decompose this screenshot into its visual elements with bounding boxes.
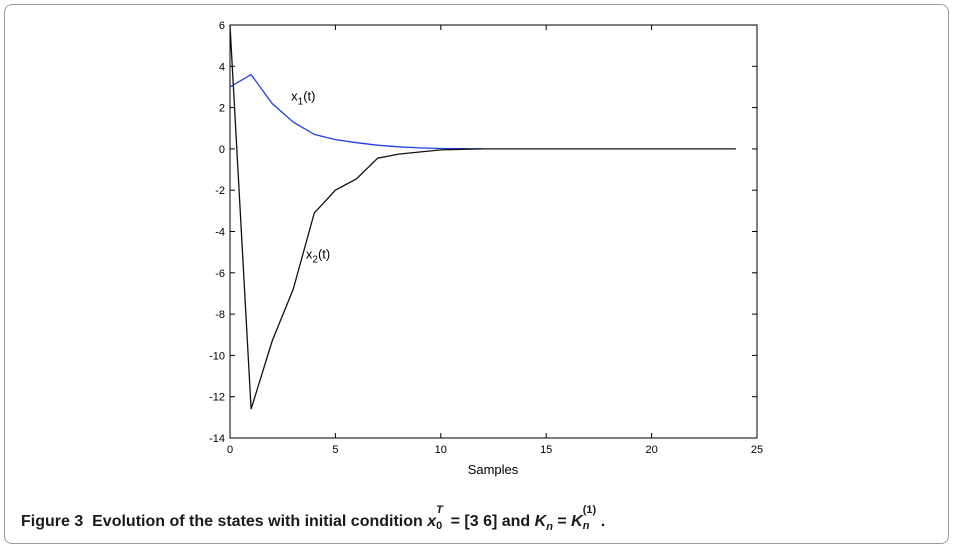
series-label-base: x (291, 88, 298, 103)
caption-var-x: x (427, 513, 437, 530)
series-label-sub: 2 (312, 254, 318, 265)
series-label-base: x (306, 246, 313, 261)
series-label-2: x2(t) (306, 246, 330, 265)
y-tick-label: -4 (215, 227, 225, 239)
x-tick-label: 15 (540, 444, 552, 456)
caption-x-sup: T (436, 504, 443, 516)
caption-var-K: K (534, 513, 547, 530)
x-tick-label: 5 (332, 444, 338, 456)
figure-caption: Figure 3 Evolution of the states with in… (21, 504, 606, 534)
series-line-1 (229, 73, 484, 150)
x-tick-label: 10 (435, 444, 447, 456)
series-label-suffix: (t) (318, 246, 330, 261)
x-tick-label: 20 (645, 444, 657, 456)
y-tick-label: -8 (215, 309, 225, 321)
caption-x-sub: 0 (436, 520, 443, 532)
y-tick-label: -12 (209, 392, 225, 404)
series-label-1: x1(t) (291, 88, 315, 107)
x-tick-label: 25 (751, 444, 763, 456)
caption-K2-sup: (1) (582, 504, 597, 516)
y-tick-label: 6 (219, 20, 225, 32)
series-label-suffix: (t) (303, 88, 315, 103)
caption-label: Figure 3 (21, 513, 84, 530)
series-line-2 (229, 24, 736, 410)
y-tick-label: -10 (209, 350, 225, 362)
series-label-sub: 1 (298, 96, 304, 107)
plot-area (229, 24, 758, 439)
caption-K2-sub: n (582, 520, 590, 532)
caption-K-sub: n (546, 521, 553, 534)
y-tick-label: 2 (219, 103, 225, 115)
series-lines (229, 24, 736, 410)
x-tick-label: 0 (227, 444, 233, 456)
y-tick-label: 4 (219, 61, 225, 73)
caption-eq-2: = (552, 513, 572, 530)
x-axis-label: Samples (468, 462, 519, 477)
y-tick-label: -2 (215, 185, 225, 197)
y-tick-label: -14 (209, 433, 225, 445)
caption-text: Evolution of the states with initial con… (92, 513, 423, 530)
series-labels: x1(t)x2(t) (291, 88, 330, 265)
caption-var-K2: K (571, 513, 583, 530)
y-tick-label: 0 (219, 144, 225, 156)
caption-eq-1: = [3 6] and (446, 513, 535, 530)
caption-end: . (600, 513, 606, 530)
y-tick-label: -6 (215, 268, 225, 280)
